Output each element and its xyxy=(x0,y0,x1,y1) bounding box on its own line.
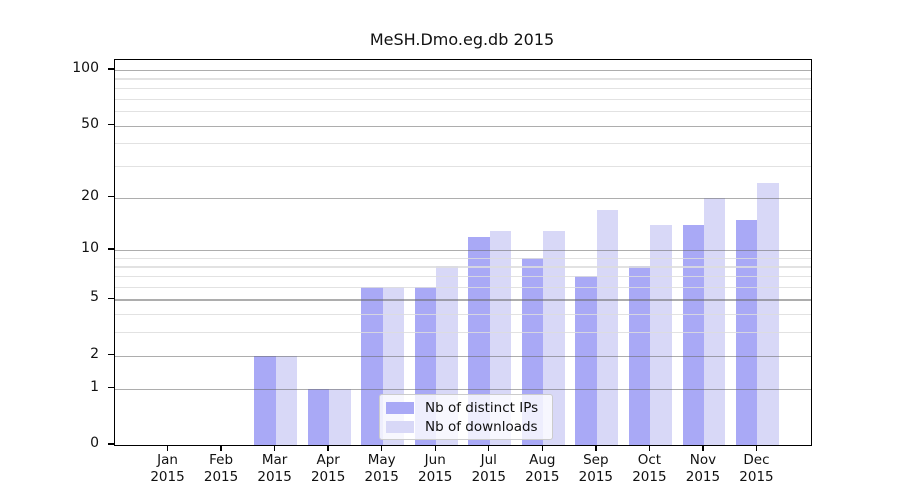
bar-downloads-sep xyxy=(596,210,619,445)
bar-downloads-nov xyxy=(703,197,726,445)
x-tick xyxy=(434,445,436,451)
legend-row-distinct-ips: Nb of distinct IPs xyxy=(386,398,546,417)
y-tick xyxy=(108,443,114,445)
bar-downloads-aug xyxy=(543,230,565,445)
bar-downloads-apr xyxy=(329,388,351,445)
y-tick xyxy=(108,68,114,70)
x-tick-label: Nov 2015 xyxy=(685,452,721,485)
x-tick xyxy=(380,445,383,451)
x-tick-label: Jul 2015 xyxy=(471,452,506,485)
y-tick-label: 1 xyxy=(90,378,99,395)
x-tick-label: Sep 2015 xyxy=(578,452,614,485)
x-tick xyxy=(702,445,704,451)
x-tick xyxy=(648,445,651,451)
y-tick xyxy=(108,297,114,300)
legend-label-distinct-ips: Nb of distinct IPs xyxy=(425,399,539,416)
gridline-major xyxy=(115,250,811,252)
gridline-major xyxy=(115,299,811,301)
gridline-major xyxy=(115,197,811,199)
y-tick xyxy=(108,386,114,389)
bar-distinct-ips-sep xyxy=(575,276,597,445)
gridline-minor xyxy=(115,98,811,100)
x-tick-label: Jun 2015 xyxy=(418,452,453,485)
gridline-minor xyxy=(115,143,811,145)
y-tick xyxy=(108,354,114,356)
y-tick-label: 50 xyxy=(81,115,99,132)
x-tick-label: Feb 2015 xyxy=(203,452,239,485)
legend-swatch-downloads xyxy=(386,420,414,433)
gridline-minor xyxy=(115,87,811,90)
gridline-major xyxy=(115,388,811,390)
x-tick xyxy=(488,445,490,451)
legend-swatch-distinct-ips xyxy=(386,401,414,414)
y-tick-label: 0 xyxy=(90,435,99,451)
gridline-minor xyxy=(115,110,811,113)
gridline-major xyxy=(115,355,811,357)
x-tick xyxy=(166,445,169,451)
gridline-minor xyxy=(115,276,811,278)
x-tick-label: Aug 2015 xyxy=(525,452,560,485)
x-tick xyxy=(220,445,222,451)
x-tick-label: Oct 2015 xyxy=(632,452,667,485)
y-tick-label: 5 xyxy=(90,289,99,306)
x-tick-label: May 2015 xyxy=(364,452,399,485)
gridline-minor xyxy=(115,286,811,288)
legend-row-downloads: Nb of downloads xyxy=(386,417,546,436)
x-tick xyxy=(273,445,276,451)
gridline-major xyxy=(115,125,811,127)
bar-distinct-ips-may xyxy=(361,286,383,445)
x-tick xyxy=(595,445,597,451)
x-tick-label: Dec 2015 xyxy=(739,452,774,485)
x-tick-label: Jan 2015 xyxy=(150,452,185,485)
plot-area: Nb of distinct IPs Nb of downloads xyxy=(114,59,812,446)
y-tick xyxy=(108,195,114,198)
gridline-minor xyxy=(115,314,811,316)
chart-title: MeSH.Dmo.eg.db 2015 xyxy=(369,30,555,49)
x-tick xyxy=(327,445,329,451)
x-tick xyxy=(541,445,543,451)
bar-distinct-ips-nov xyxy=(682,224,704,445)
bar-distinct-ips-jul xyxy=(468,236,490,445)
bar-distinct-ips-apr xyxy=(307,388,330,445)
x-tick-label: Mar 2015 xyxy=(257,452,292,485)
y-tick-label: 2 xyxy=(90,345,99,362)
gridline-minor xyxy=(115,257,811,259)
gridline-major xyxy=(115,69,811,72)
legend-label-downloads: Nb of downloads xyxy=(425,418,538,435)
legend: Nb of distinct IPs Nb of downloads xyxy=(379,394,553,440)
y-tick xyxy=(108,123,114,126)
gridline-minor xyxy=(115,165,811,168)
bar-downloads-jul xyxy=(489,230,512,445)
y-tick-label: 100 xyxy=(72,59,99,76)
y-tick-label: 10 xyxy=(81,240,99,257)
gridline-minor xyxy=(115,266,811,268)
x-tick-label: Apr 2015 xyxy=(310,452,346,485)
y-tick-label: 20 xyxy=(81,187,99,204)
x-tick xyxy=(755,445,758,451)
gridline-minor xyxy=(115,78,811,80)
bar-downloads-oct xyxy=(650,224,672,445)
y-tick xyxy=(108,248,114,250)
bar-downloads-mar xyxy=(275,355,297,445)
gridline-minor xyxy=(115,332,811,334)
bar-distinct-ips-mar xyxy=(254,355,276,445)
